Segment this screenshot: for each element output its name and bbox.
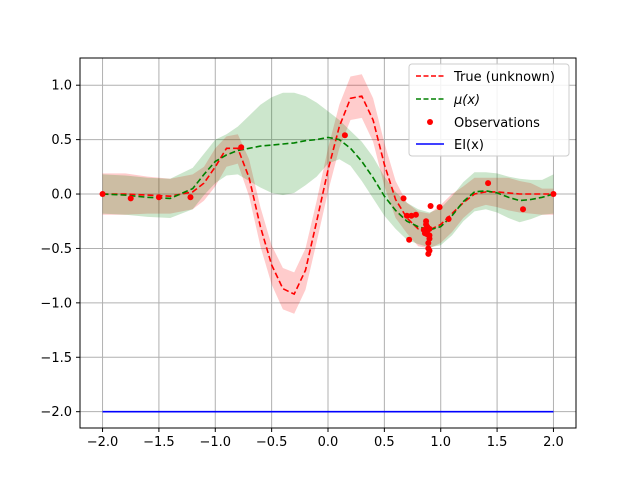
observation-point bbox=[426, 235, 433, 242]
y-axis: 1.0 0.5 0.0 −0.5 −1.0 −1.5 −2.0 bbox=[40, 79, 80, 420]
legend: True (unknown) μ(x) Observations EI(x) bbox=[408, 63, 570, 157]
legend-box bbox=[408, 63, 570, 157]
observation-point bbox=[408, 212, 415, 219]
observation-point bbox=[155, 194, 162, 201]
y-tick-label: 0.5 bbox=[51, 133, 72, 148]
observation-point bbox=[520, 206, 527, 213]
x-tick-label: −1.5 bbox=[143, 435, 175, 450]
y-tick-label: 0.0 bbox=[51, 188, 72, 203]
legend-ei-label: EI(x) bbox=[454, 138, 484, 153]
x-tick-label: 2.0 bbox=[543, 435, 564, 450]
series-lines bbox=[102, 95, 554, 413]
x-tick-label: 0.0 bbox=[318, 435, 339, 450]
observation-point bbox=[341, 132, 348, 139]
x-tick-label: 0.5 bbox=[374, 435, 395, 450]
observation-point bbox=[127, 195, 134, 202]
observation-point bbox=[426, 247, 433, 254]
observation-point bbox=[427, 203, 434, 209]
y-tick-label: 1.0 bbox=[51, 79, 72, 94]
x-tick-label: −1.0 bbox=[199, 435, 231, 450]
x-tick-label: −2.0 bbox=[87, 435, 119, 450]
observation-point bbox=[426, 225, 433, 232]
observation-point bbox=[550, 191, 557, 198]
legend-observations-swatch bbox=[427, 119, 433, 125]
observation-point bbox=[400, 195, 407, 202]
legend-true-label: True (unknown) bbox=[453, 70, 555, 85]
observation-point bbox=[403, 212, 410, 219]
y-tick-label: −0.5 bbox=[40, 242, 72, 257]
observation-point bbox=[436, 204, 443, 211]
y-tick-label: −1.0 bbox=[40, 296, 72, 311]
observation-point bbox=[238, 144, 245, 151]
x-tick-label: 1.0 bbox=[430, 435, 451, 450]
observation-point bbox=[485, 180, 492, 187]
series-line-true-unknown bbox=[102, 95, 554, 296]
band-true-unknown bbox=[102, 74, 554, 314]
observation-point bbox=[406, 236, 413, 243]
observation-point bbox=[445, 216, 452, 223]
y-tick-label: −1.5 bbox=[40, 351, 72, 366]
x-tick-label: −0.5 bbox=[256, 435, 288, 450]
observation-point bbox=[423, 218, 430, 225]
legend-mu-label: μ(x) bbox=[453, 93, 480, 108]
observation-point bbox=[187, 194, 194, 201]
observation-point bbox=[99, 191, 106, 198]
y-tick-label: −2.0 bbox=[40, 405, 72, 420]
legend-observations-label: Observations bbox=[454, 116, 540, 131]
series-line-x bbox=[102, 136, 554, 231]
x-tick-label: 1.5 bbox=[487, 435, 508, 450]
observation-point bbox=[412, 211, 419, 218]
observation-points bbox=[99, 132, 557, 257]
x-axis: −2.0 −1.5 −1.0 −0.5 0.0 0.5 1.0 1.5 2.0 bbox=[87, 428, 564, 450]
